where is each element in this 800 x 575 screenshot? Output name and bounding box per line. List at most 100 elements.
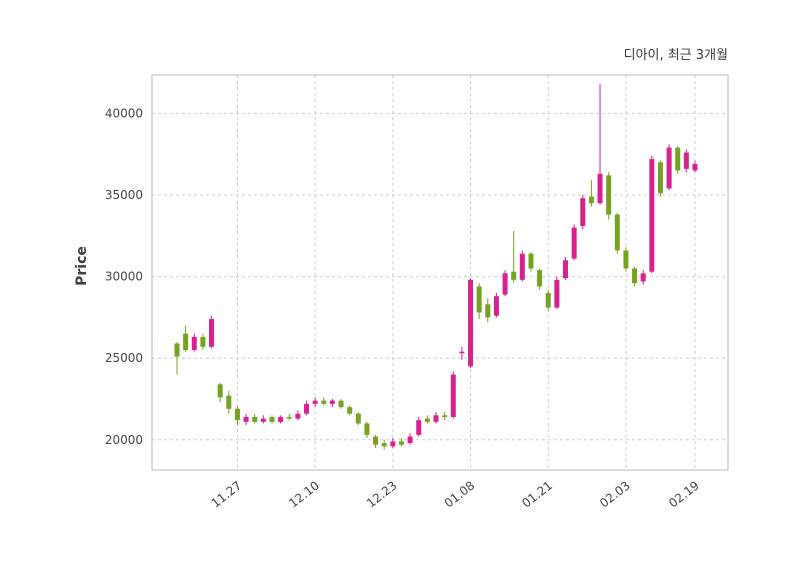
candle: [217, 382, 223, 403]
candle: [278, 415, 284, 424]
x-tick-label: 02.19: [666, 478, 702, 510]
x-tick-label: 01.08: [442, 478, 478, 510]
candle-body: [468, 279, 474, 367]
candle-body: [459, 351, 465, 354]
candle-body: [217, 384, 223, 398]
candle-body: [329, 400, 335, 404]
candle: [226, 390, 232, 414]
candle: [312, 397, 318, 408]
candle-body: [571, 227, 577, 259]
candle: [623, 247, 629, 272]
x-tick-label: 11.27: [209, 478, 245, 510]
chart-title: 디아이, 최근 3개월: [623, 48, 728, 63]
y-tick-label: 25000: [105, 351, 143, 365]
candle-body: [209, 319, 215, 347]
x-tick-label: 01.21: [519, 478, 555, 510]
candle-body: [234, 408, 240, 421]
candle: [174, 341, 180, 375]
candle: [450, 371, 456, 419]
candle: [347, 405, 353, 416]
candle: [286, 413, 292, 421]
candle: [545, 289, 551, 311]
y-tick-label: 20000: [105, 433, 143, 447]
candle-body: [476, 286, 482, 313]
x-tick-label: 12.10: [286, 478, 322, 510]
candle: [407, 433, 413, 445]
candle: [675, 146, 681, 174]
candle: [364, 421, 370, 439]
candle-body: [364, 423, 370, 435]
candle: [493, 292, 499, 318]
candle: [485, 297, 491, 323]
candle-body: [614, 214, 620, 251]
candle-body: [692, 163, 698, 171]
candle: [632, 266, 638, 287]
candle-body: [493, 296, 499, 316]
candle: [597, 83, 603, 205]
candle-body: [321, 400, 327, 404]
candle-body: [683, 152, 689, 169]
candle: [200, 333, 206, 351]
candle-body: [183, 333, 189, 351]
candle: [183, 325, 189, 352]
candle: [476, 283, 482, 320]
candle-body: [269, 416, 275, 422]
candle-body: [312, 400, 318, 404]
candle: [424, 415, 430, 424]
candle-body: [278, 416, 284, 422]
candle-body: [545, 292, 551, 308]
candle: [416, 416, 422, 437]
candle: [537, 268, 543, 290]
candle: [355, 412, 361, 426]
candle-body: [502, 273, 508, 295]
candle-body: [416, 420, 422, 435]
candle: [304, 400, 309, 416]
candle-body: [424, 418, 430, 422]
candle: [191, 333, 197, 352]
candle: [390, 438, 396, 448]
candle: [502, 270, 508, 297]
candle-body: [519, 253, 525, 280]
candle-body: [675, 147, 681, 171]
candle-body: [623, 250, 629, 269]
candle: [640, 270, 646, 285]
candle: [683, 149, 689, 173]
candle-body: [597, 173, 603, 204]
candle-body: [373, 436, 379, 445]
candle-body: [442, 415, 448, 417]
candle: [588, 180, 594, 207]
candle-body: [295, 413, 301, 419]
candle-body: [338, 400, 344, 408]
candle: [657, 160, 663, 197]
candle-body: [304, 403, 309, 414]
candle: [243, 413, 249, 426]
candle-body: [563, 260, 568, 279]
y-tick-label: 35000: [105, 188, 143, 202]
candle-body: [632, 268, 638, 284]
candle-body: [381, 443, 387, 447]
candle-body: [657, 162, 663, 194]
candle-body: [485, 304, 491, 318]
candle-body: [243, 416, 249, 422]
candle: [295, 410, 301, 421]
candle: [606, 172, 612, 220]
candle: [528, 252, 534, 272]
candle-body: [433, 415, 439, 422]
candle: [260, 415, 266, 424]
candle: [398, 438, 404, 447]
candle-body: [200, 336, 206, 347]
candle-body: [191, 336, 197, 351]
candle: [649, 155, 655, 274]
candle-body: [407, 436, 413, 444]
candle-body: [649, 159, 655, 272]
candle: [554, 276, 560, 310]
candle: [252, 413, 258, 424]
candle: [338, 398, 344, 409]
candle: [329, 398, 335, 408]
candle: [666, 144, 672, 191]
candle: [209, 315, 215, 349]
y-tick-label: 30000: [105, 270, 143, 284]
candle: [373, 434, 379, 448]
